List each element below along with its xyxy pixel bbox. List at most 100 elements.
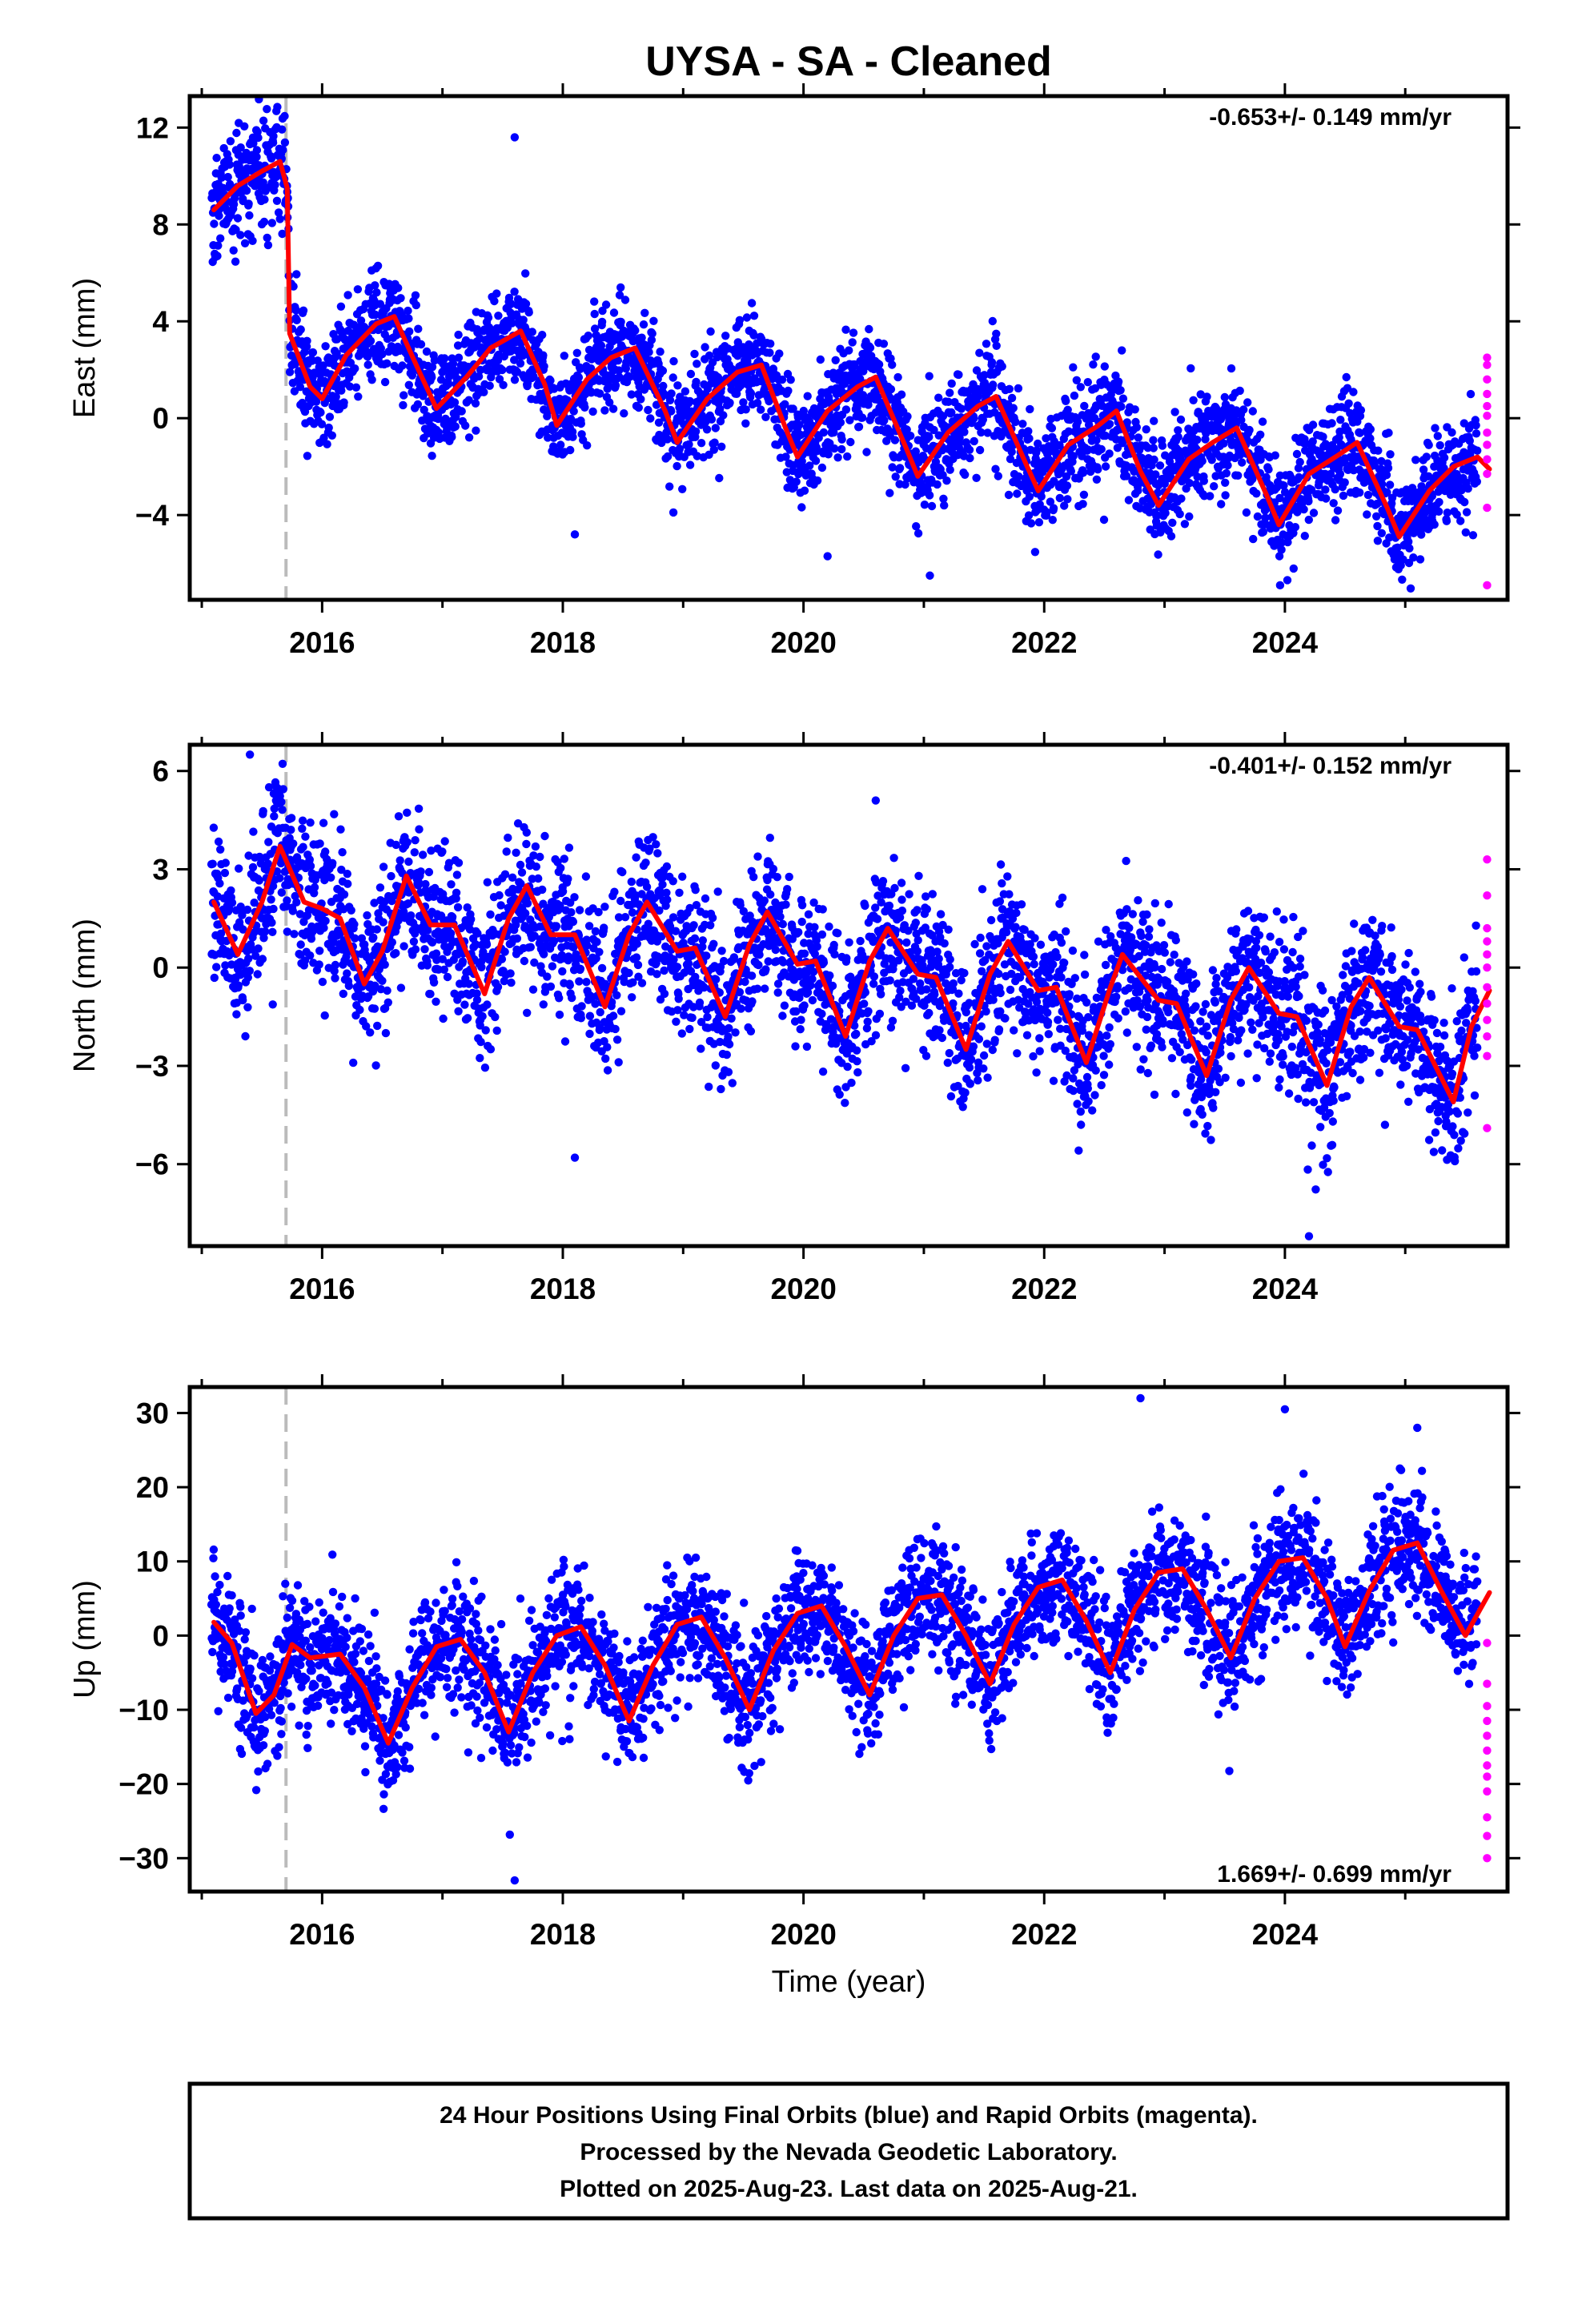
final-orbit-point (500, 870, 510, 879)
final-orbit-point (1366, 434, 1375, 443)
final-orbit-point (339, 989, 347, 999)
final-orbit-point (975, 348, 984, 357)
final-orbit-point (1335, 469, 1345, 479)
final-orbit-point (568, 432, 577, 441)
final-orbit-point (290, 930, 299, 939)
chart-title: UYSA - SA - Cleaned (645, 38, 1052, 85)
final-orbit-point (678, 485, 687, 493)
final-orbit-point (1037, 492, 1046, 501)
final-orbit-point (373, 261, 383, 271)
final-orbit-point (1431, 424, 1439, 432)
final-orbit-point (575, 977, 584, 986)
final-orbit-point (1308, 420, 1318, 429)
final-orbit-point (616, 283, 625, 292)
final-orbit-point (706, 921, 715, 930)
final-orbit-point (410, 848, 419, 857)
final-orbit-point (227, 899, 237, 907)
final-orbit-point (301, 832, 310, 841)
final-orbit-point (663, 452, 673, 461)
final-orbit-point (450, 398, 460, 407)
final-orbit-point (616, 317, 625, 327)
final-orbit-point (372, 288, 381, 297)
final-orbit-point (982, 340, 991, 348)
final-orbit-point (901, 480, 909, 489)
final-orbit-point (448, 912, 457, 922)
final-orbit-point (725, 1023, 733, 1033)
final-orbit-point (1363, 510, 1371, 519)
final-orbit-point (775, 349, 784, 358)
final-orbit-point (464, 979, 473, 988)
final-orbit-point (715, 473, 724, 483)
final-orbit-point (601, 300, 611, 309)
final-orbit-point (927, 501, 937, 511)
final-orbit-point (483, 878, 492, 887)
final-orbit-point (897, 390, 906, 399)
final-orbit-point (1177, 494, 1186, 503)
final-orbit-point (620, 913, 630, 922)
final-orbit-point (954, 370, 963, 380)
final-orbit-point (1256, 430, 1265, 439)
final-orbit-point (454, 353, 464, 362)
final-orbit-point (846, 437, 855, 447)
final-orbit-point (272, 196, 282, 205)
final-orbit-point (659, 381, 668, 391)
final-orbit-point (464, 396, 473, 404)
final-orbit-point (1242, 508, 1251, 517)
final-orbit-point (254, 944, 263, 953)
final-orbit-point (1329, 499, 1338, 508)
final-orbit-point (1238, 458, 1247, 467)
final-orbit-point (404, 314, 413, 323)
final-orbit-point (930, 425, 938, 435)
final-orbit-point (1259, 528, 1268, 537)
final-orbit-point (440, 965, 448, 975)
final-orbit-point (829, 444, 839, 453)
final-orbit-point (1042, 434, 1050, 443)
final-orbit-point (279, 785, 287, 794)
final-orbit-point (1252, 489, 1261, 498)
final-orbit-point (1248, 407, 1258, 416)
final-orbit-point (414, 324, 423, 333)
final-orbit-point (1326, 469, 1335, 479)
final-orbit-point (1338, 441, 1347, 450)
final-orbit-point (380, 960, 389, 969)
final-orbit-point (749, 312, 759, 320)
final-orbit-point (320, 1011, 329, 1020)
final-orbit-point (310, 883, 319, 892)
final-orbit-point (647, 336, 656, 344)
final-orbit-point (245, 211, 254, 220)
final-orbit-point (432, 997, 440, 1007)
final-orbit-point (1004, 490, 1014, 500)
final-orbit-point (221, 858, 230, 867)
final-orbit-point (319, 923, 328, 932)
final-orbit-point (242, 186, 251, 195)
final-orbit-point (568, 993, 576, 1003)
final-orbit-point (517, 868, 527, 877)
final-orbit-point (1309, 509, 1319, 517)
final-orbit-point (654, 418, 664, 427)
final-orbit-point (252, 146, 262, 155)
final-orbit-point (729, 953, 739, 962)
final-orbit-point (627, 877, 636, 887)
final-orbit-point (614, 366, 624, 375)
final-orbit-point (493, 983, 503, 991)
final-orbit-point (970, 436, 978, 446)
final-orbit-point (1174, 432, 1182, 441)
final-orbit-point (1468, 531, 1478, 540)
final-orbit-point (351, 934, 359, 943)
final-orbit-point (569, 407, 578, 416)
final-orbit-point (728, 1079, 737, 1088)
final-orbit-point (394, 283, 403, 292)
final-orbit-point (370, 899, 379, 907)
final-orbit-point (1239, 405, 1248, 414)
final-orbit-point (275, 874, 284, 883)
final-orbit-point (620, 409, 628, 418)
final-orbit-point (381, 1028, 391, 1038)
final-orbit-point (591, 999, 600, 1008)
final-orbit-point (753, 399, 762, 408)
final-orbit-point (609, 308, 619, 317)
final-orbit-point (975, 445, 985, 455)
final-orbit-point (1069, 452, 1078, 460)
y-tick-label: 8 (152, 208, 169, 241)
final-orbit-point (590, 309, 599, 319)
final-orbit-point (960, 428, 969, 436)
